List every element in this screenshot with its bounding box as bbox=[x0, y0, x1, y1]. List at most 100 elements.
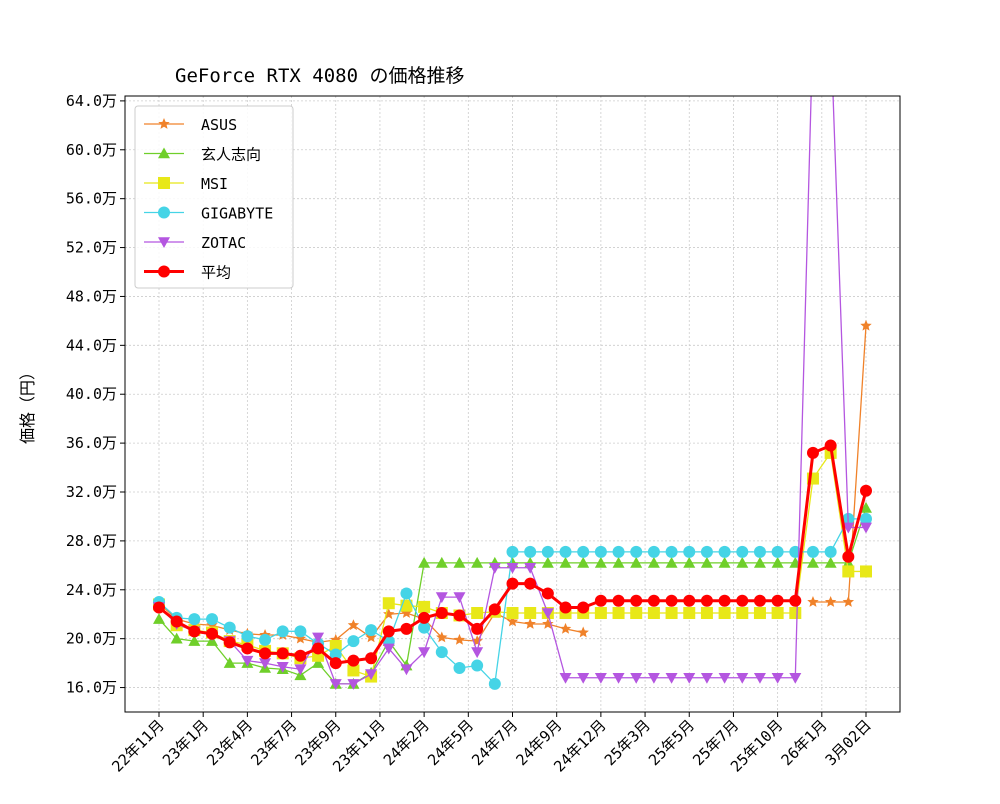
data-point bbox=[700, 545, 713, 558]
series-平均 bbox=[153, 439, 872, 670]
data-point bbox=[223, 636, 236, 649]
data-point bbox=[170, 615, 183, 628]
data-point bbox=[842, 565, 855, 578]
data-point bbox=[718, 545, 731, 558]
data-point bbox=[541, 608, 554, 619]
data-point bbox=[559, 601, 572, 614]
data-point bbox=[365, 631, 377, 643]
legend-label: GIGABYTE bbox=[201, 205, 273, 223]
data-point bbox=[789, 607, 802, 619]
data-point bbox=[806, 446, 819, 459]
data-point bbox=[524, 562, 537, 574]
data-point bbox=[259, 647, 272, 660]
data-point bbox=[665, 545, 678, 558]
data-point bbox=[347, 679, 360, 690]
legend-marker bbox=[158, 265, 170, 278]
data-point bbox=[647, 672, 660, 684]
data-point bbox=[524, 577, 537, 590]
data-point bbox=[241, 642, 254, 655]
data-point bbox=[524, 607, 537, 619]
x-tick-label: 24年7月 bbox=[468, 716, 521, 769]
data-point bbox=[329, 648, 342, 661]
data-point bbox=[542, 618, 554, 629]
data-point bbox=[223, 657, 236, 668]
data-point bbox=[206, 627, 219, 640]
data-point bbox=[842, 522, 855, 534]
data-point bbox=[736, 672, 749, 684]
data-point bbox=[736, 556, 749, 568]
legend-marker bbox=[158, 237, 170, 248]
data-point bbox=[736, 594, 749, 607]
data-point bbox=[488, 677, 501, 690]
data-point bbox=[718, 672, 731, 684]
x-tick-label: 24年5月 bbox=[424, 716, 477, 769]
data-point bbox=[700, 672, 713, 684]
data-point bbox=[842, 596, 855, 607]
data-point bbox=[453, 633, 466, 645]
data-point bbox=[665, 607, 678, 619]
data-point bbox=[170, 632, 183, 644]
data-point bbox=[825, 23, 837, 34]
data-point bbox=[753, 607, 766, 619]
data-point bbox=[488, 603, 501, 616]
y-tick-label: 28.0万 bbox=[66, 532, 117, 550]
legend-marker bbox=[158, 177, 170, 189]
series-ZOTAC bbox=[153, 23, 872, 690]
data-point bbox=[559, 556, 572, 568]
data-point bbox=[259, 633, 272, 646]
data-point bbox=[789, 594, 802, 607]
legend-label: 玄人志向 bbox=[201, 146, 261, 164]
data-point bbox=[771, 545, 784, 558]
data-point bbox=[329, 640, 342, 652]
legend-label: ZOTAC bbox=[201, 234, 246, 252]
grid bbox=[125, 96, 900, 712]
data-point bbox=[294, 625, 307, 638]
data-point bbox=[630, 556, 643, 568]
data-point bbox=[471, 659, 484, 672]
x-tick-label: 3月02日 bbox=[822, 716, 875, 769]
data-point bbox=[294, 649, 307, 662]
y-axis-label: 価格（円） bbox=[18, 364, 37, 444]
x-tick-label: 23年7月 bbox=[247, 716, 300, 769]
data-point bbox=[577, 545, 590, 558]
data-point bbox=[771, 607, 784, 619]
data-point bbox=[153, 601, 165, 614]
y-tick-label: 24.0万 bbox=[66, 581, 117, 599]
y-tick-label: 60.0万 bbox=[66, 141, 117, 159]
data-point bbox=[647, 545, 660, 558]
data-point bbox=[418, 621, 431, 634]
data-point bbox=[506, 545, 519, 558]
data-point bbox=[842, 550, 855, 563]
data-point bbox=[471, 622, 484, 635]
data-point bbox=[647, 594, 660, 607]
data-point bbox=[506, 562, 519, 574]
data-point bbox=[418, 556, 431, 568]
data-point bbox=[312, 642, 325, 655]
data-point bbox=[700, 594, 713, 607]
data-point bbox=[753, 672, 766, 684]
data-point bbox=[807, 23, 819, 34]
data-point bbox=[718, 607, 731, 619]
data-point bbox=[400, 622, 413, 635]
data-point bbox=[665, 672, 678, 684]
data-point bbox=[612, 607, 625, 619]
data-point bbox=[700, 556, 713, 568]
data-point bbox=[541, 545, 554, 558]
x-tick-label: 26年1月 bbox=[778, 716, 831, 769]
data-point bbox=[824, 439, 837, 452]
data-point bbox=[418, 647, 431, 659]
data-point bbox=[312, 632, 325, 644]
data-point bbox=[241, 655, 254, 667]
data-point bbox=[665, 594, 678, 607]
data-point bbox=[806, 545, 819, 558]
data-point bbox=[276, 661, 289, 673]
x-tick-label: 22年11月 bbox=[108, 716, 167, 775]
data-point bbox=[347, 664, 360, 677]
series-group bbox=[153, 23, 872, 690]
data-point bbox=[806, 556, 819, 568]
y-tick-label: 36.0万 bbox=[66, 434, 117, 452]
data-point bbox=[400, 664, 413, 676]
data-point bbox=[718, 594, 731, 607]
data-point bbox=[824, 596, 837, 607]
